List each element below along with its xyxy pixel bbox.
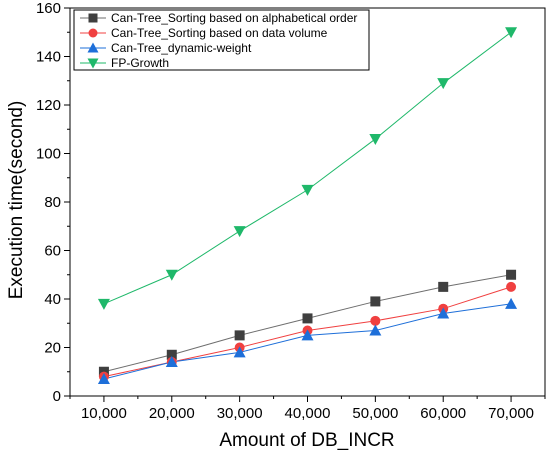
legend-marker [87, 42, 99, 53]
legend: Can-Tree_Sorting based on alphabetical o… [73, 9, 370, 71]
x-tick-label: 70,000 [488, 405, 534, 422]
data-point-series-3 [505, 297, 518, 309]
data-point-series-4 [301, 184, 314, 196]
data-point-series-4 [369, 133, 382, 145]
legend-marker [88, 28, 98, 38]
legend-label: FP-Growth [111, 56, 169, 70]
y-tick-label: 160 [36, 0, 61, 17]
data-point-series-4 [233, 226, 246, 238]
data-point-series-4 [165, 269, 178, 281]
legend-label: Can-Tree_dynamic-weight [111, 41, 252, 55]
data-point-series-3 [97, 373, 110, 385]
y-tick-label: 40 [44, 291, 61, 308]
data-point-series-1 [234, 330, 245, 341]
y-tick-label: 140 [36, 49, 61, 66]
x-tick-label: 40,000 [285, 405, 331, 422]
data-point-series-3 [233, 346, 246, 358]
y-tick-label: 20 [44, 340, 61, 357]
x-tick-label: 50,000 [352, 405, 398, 422]
y-tick-label: 80 [44, 194, 61, 211]
x-tick-label: 20,000 [149, 405, 195, 422]
legend-label: Can-Tree_Sorting based on alphabetical o… [111, 11, 357, 25]
data-point-series-4 [437, 78, 450, 90]
data-point-series-4 [97, 298, 110, 310]
y-tick-label: 100 [36, 146, 61, 163]
x-tick-label: 60,000 [420, 405, 466, 422]
data-point-series-1 [370, 296, 381, 307]
y-tick-label: 0 [53, 388, 61, 405]
x-axis-label: Amount of DB_INCR [219, 430, 394, 451]
legend-label: Can-Tree_Sorting based on data volume [111, 26, 328, 40]
y-axis-label: Execution time(second) [6, 101, 27, 300]
data-point-series-1 [166, 349, 177, 360]
data-point-series-3 [165, 356, 178, 368]
data-point-series-1 [438, 281, 449, 292]
data-point-series-3 [301, 329, 314, 341]
data-point-series-1 [506, 269, 517, 280]
data-point-series-3 [369, 324, 382, 336]
data-point-series-1 [302, 313, 313, 324]
x-tick-label: 10,000 [81, 405, 127, 422]
data-point-series-2 [370, 315, 381, 326]
y-tick-label: 120 [36, 97, 61, 114]
data-point-series-2 [506, 281, 517, 292]
series-line-4 [103, 31, 512, 305]
data-point-series-4 [505, 27, 518, 39]
y-tick-label: 60 [44, 243, 61, 260]
data-point-series-3 [437, 307, 450, 319]
legend-marker [88, 13, 98, 23]
x-tick-label: 30,000 [217, 405, 263, 422]
legend-box [73, 9, 370, 71]
legend-marker [87, 58, 99, 69]
